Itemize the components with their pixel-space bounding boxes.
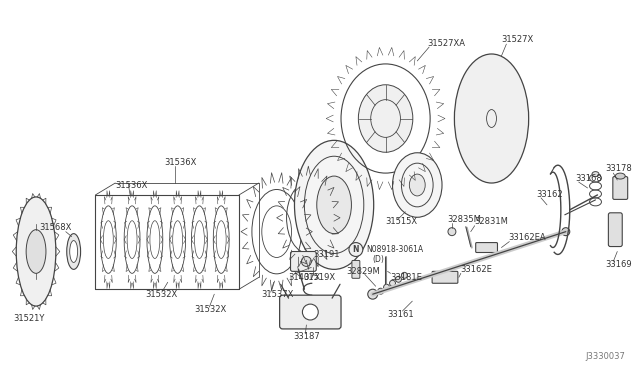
Text: 31527XA: 31527XA <box>427 39 465 48</box>
Ellipse shape <box>70 241 77 262</box>
Text: 33161: 33161 <box>388 310 414 318</box>
Text: N: N <box>353 245 359 254</box>
Text: 31536X: 31536X <box>164 158 197 167</box>
Ellipse shape <box>67 234 81 269</box>
Circle shape <box>349 243 363 256</box>
Text: 33169: 33169 <box>605 260 632 269</box>
Circle shape <box>448 228 456 235</box>
FancyBboxPatch shape <box>291 251 316 271</box>
Text: 33162: 33162 <box>536 190 563 199</box>
Text: 31537X: 31537X <box>261 290 293 299</box>
Text: 33168: 33168 <box>576 174 602 183</box>
Text: J3330037: J3330037 <box>586 352 625 361</box>
Text: 31519X: 31519X <box>303 273 335 282</box>
Circle shape <box>396 276 401 282</box>
Ellipse shape <box>317 176 351 234</box>
Text: 33162EA: 33162EA <box>508 233 546 242</box>
Text: 33181E: 33181E <box>390 273 422 282</box>
Circle shape <box>378 288 383 294</box>
Ellipse shape <box>358 85 413 152</box>
Text: 31521Y: 31521Y <box>13 314 45 324</box>
Text: 31407X: 31407X <box>289 273 321 282</box>
FancyBboxPatch shape <box>476 243 497 253</box>
FancyBboxPatch shape <box>280 295 341 329</box>
Ellipse shape <box>16 197 56 306</box>
Ellipse shape <box>454 54 529 183</box>
Circle shape <box>301 256 311 266</box>
Ellipse shape <box>592 171 599 177</box>
FancyBboxPatch shape <box>432 271 458 283</box>
Circle shape <box>401 272 408 278</box>
Ellipse shape <box>615 173 625 179</box>
Circle shape <box>390 280 396 286</box>
Circle shape <box>303 304 318 320</box>
FancyBboxPatch shape <box>352 260 360 278</box>
Ellipse shape <box>392 153 442 217</box>
Text: 33178: 33178 <box>605 164 632 173</box>
Ellipse shape <box>294 140 374 269</box>
FancyBboxPatch shape <box>609 213 622 247</box>
Text: 32835M: 32835M <box>447 215 481 224</box>
Text: 33191: 33191 <box>314 250 340 259</box>
Text: 31532X: 31532X <box>195 305 227 314</box>
Text: (D): (D) <box>372 255 385 264</box>
Text: 31536X: 31536X <box>115 180 148 189</box>
Text: 33187: 33187 <box>294 332 320 341</box>
Text: 31568X: 31568X <box>39 223 72 232</box>
Text: 33162E: 33162E <box>460 265 492 274</box>
Ellipse shape <box>368 289 378 299</box>
Text: 31527X: 31527X <box>501 35 534 44</box>
Text: 32831M: 32831M <box>475 217 509 226</box>
Ellipse shape <box>562 228 570 235</box>
Text: 31532X: 31532X <box>145 290 177 299</box>
Text: N08918-3061A: N08918-3061A <box>366 245 423 254</box>
Text: 31515X: 31515X <box>385 217 418 226</box>
FancyBboxPatch shape <box>613 177 628 199</box>
Text: 32829M: 32829M <box>346 267 380 276</box>
Ellipse shape <box>410 174 425 196</box>
Circle shape <box>383 284 390 290</box>
Ellipse shape <box>26 230 46 273</box>
